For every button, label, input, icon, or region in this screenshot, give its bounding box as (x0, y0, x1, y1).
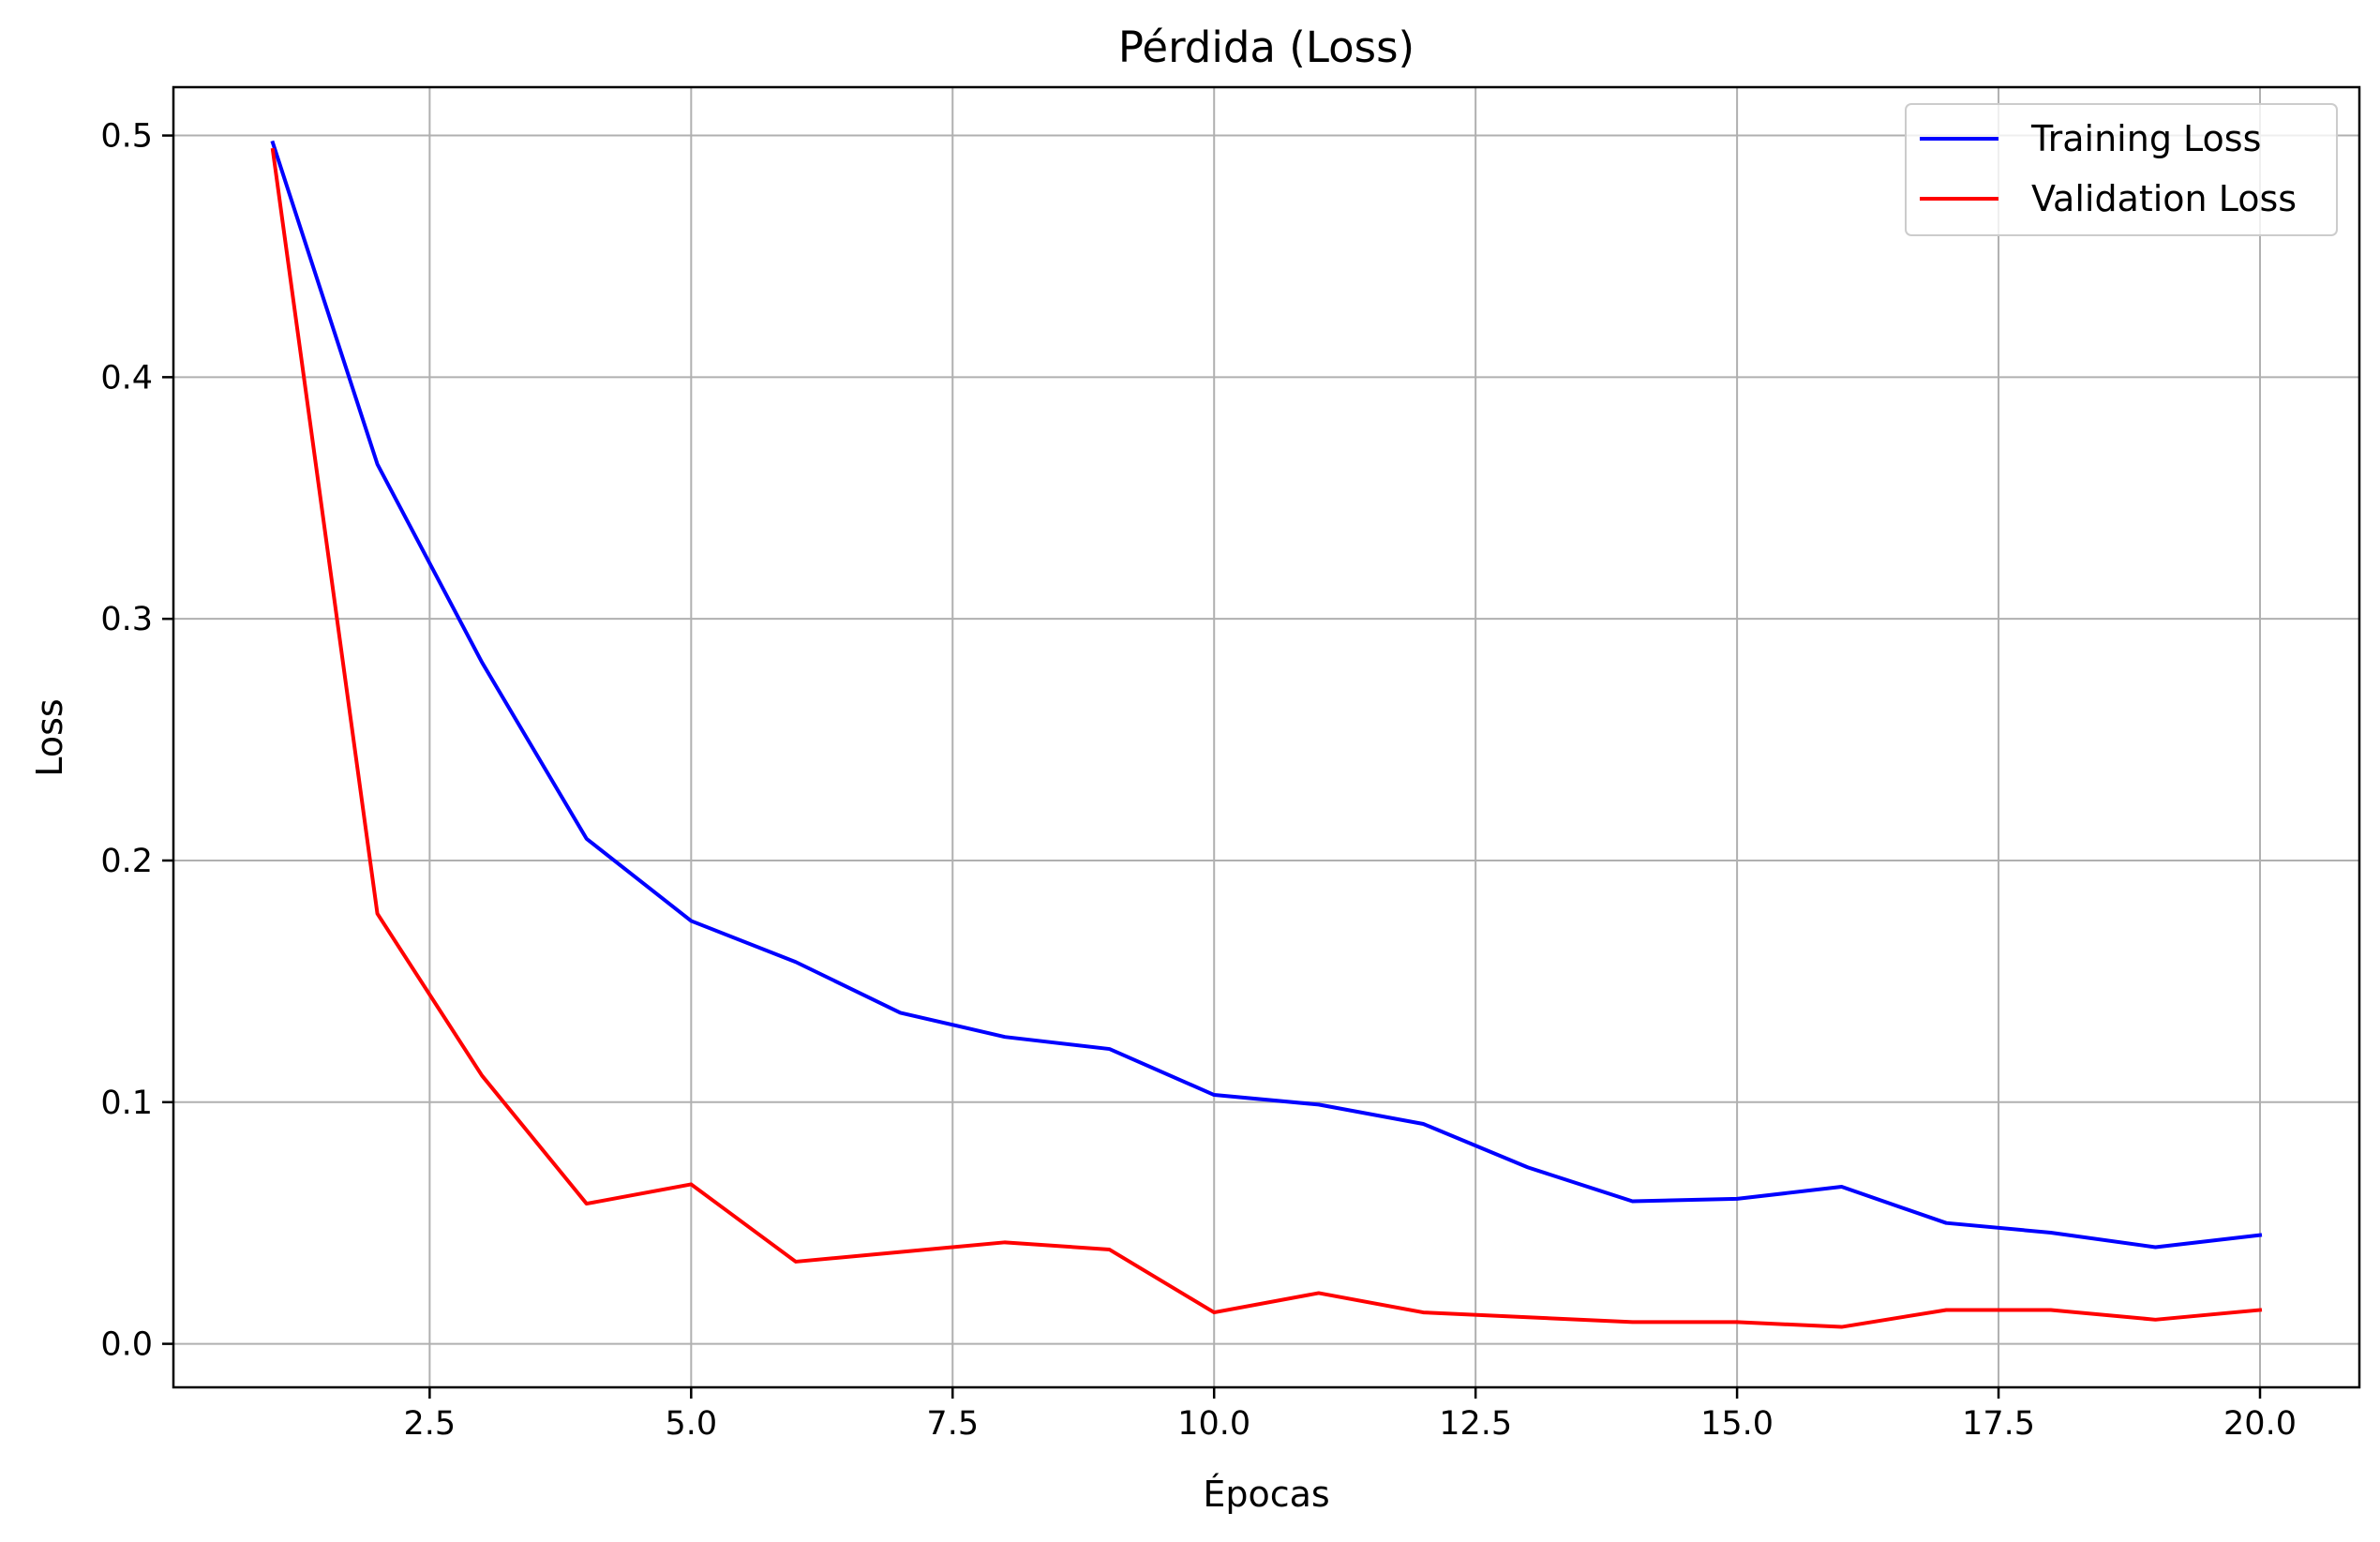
x-tick-label: 7.5 (926, 1405, 979, 1443)
legend: Training Loss Validation Loss (1905, 103, 2338, 236)
y-tick-label: 0.3 (100, 601, 153, 638)
series-lines (270, 140, 2263, 1329)
x-tick-label: 17.5 (1962, 1405, 2035, 1443)
x-tick-label: 15.0 (1700, 1405, 1774, 1443)
y-tick-label: 0.4 (100, 359, 153, 397)
x-tick-label: 20.0 (2223, 1405, 2297, 1443)
legend-label-training-loss: Training Loss (2030, 118, 2261, 159)
y-tick-label: 0.5 (100, 118, 153, 156)
x-axis-title: Épocas (1203, 1474, 1329, 1515)
grid (173, 87, 2359, 1387)
chart-title: Pérdida (Loss) (1118, 22, 1415, 72)
plot-frame (172, 85, 2361, 1389)
y-axis-title: Loss (29, 698, 70, 776)
y-tick-label: 0.1 (100, 1085, 153, 1122)
series-line-validation-loss (270, 147, 2263, 1329)
ticks: 2.5 5.0 7.5 10.0 12.5 15.0 17.5 20.0 0.0 0.1 0.2 0.… (100, 118, 2297, 1443)
y-tick-label: 0.2 (100, 843, 153, 880)
y-tick-label: 0.0 (100, 1326, 153, 1364)
legend-label-validation-loss: Validation Loss (2031, 178, 2297, 219)
x-tick-label: 12.5 (1439, 1405, 1512, 1443)
legend-box (1905, 103, 2338, 236)
x-tick-label: 10.0 (1177, 1405, 1250, 1443)
x-tick-label: 2.5 (404, 1405, 457, 1443)
series-line-training-loss (270, 140, 2263, 1250)
x-tick-label: 5.0 (665, 1405, 717, 1443)
